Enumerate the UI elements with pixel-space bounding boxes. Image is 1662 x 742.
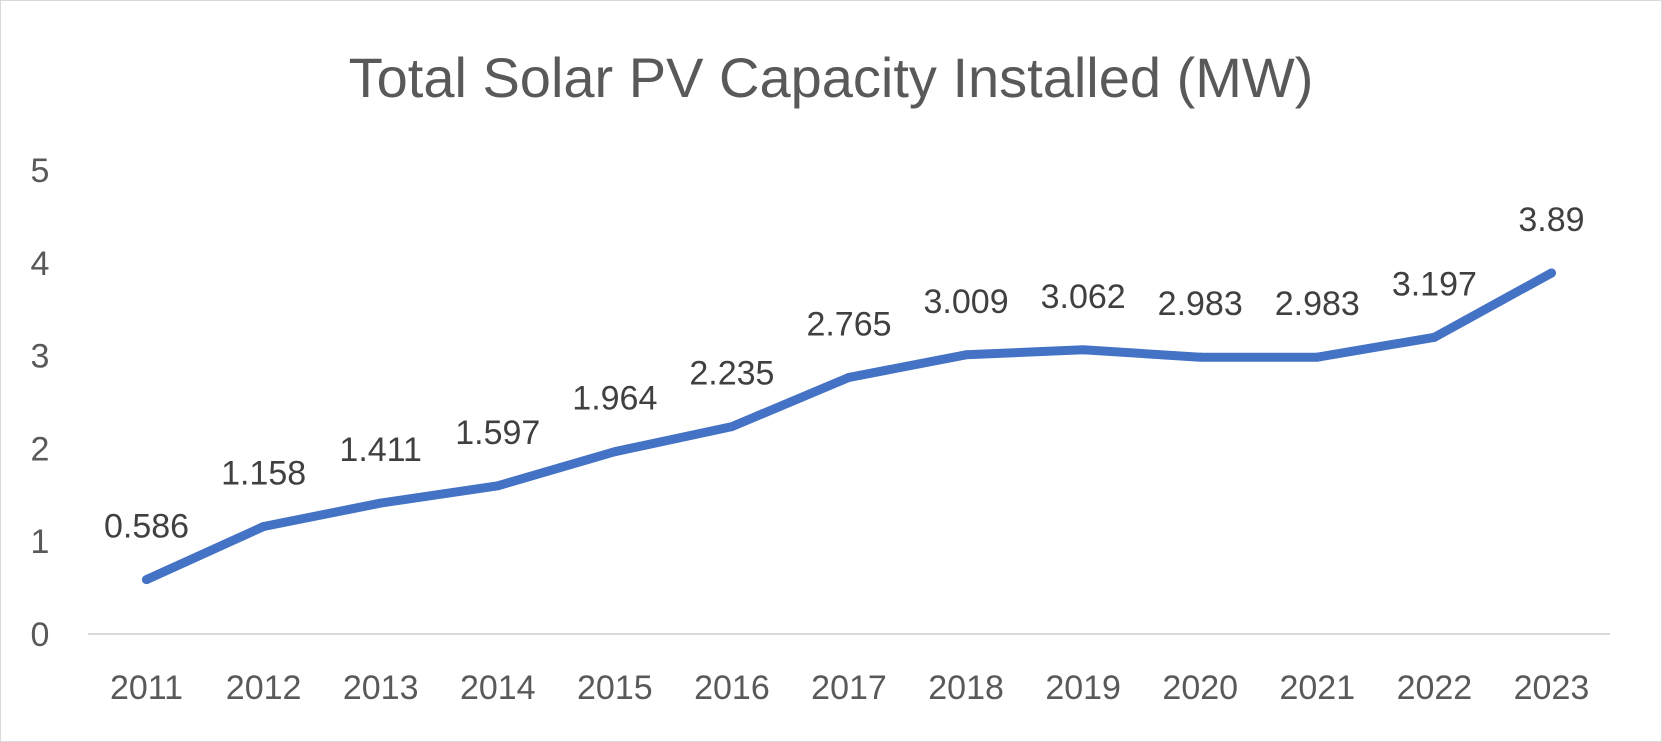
x-tick-label: 2020 bbox=[1162, 669, 1238, 707]
data-point bbox=[844, 372, 854, 382]
x-tick-label: 2016 bbox=[694, 669, 770, 707]
y-tick-label: 4 bbox=[31, 245, 50, 283]
data-point bbox=[493, 481, 503, 491]
data-point bbox=[1546, 268, 1556, 278]
data-label: 3.89 bbox=[1518, 201, 1584, 239]
y-tick-label: 3 bbox=[31, 338, 50, 376]
y-tick-label: 5 bbox=[31, 152, 50, 190]
data-label: 1.597 bbox=[455, 414, 540, 452]
data-label: 0.586 bbox=[104, 508, 189, 546]
data-label: 1.158 bbox=[221, 455, 306, 493]
x-tick-label: 2017 bbox=[811, 669, 887, 707]
x-tick-label: 2022 bbox=[1397, 669, 1473, 707]
data-label: 2.983 bbox=[1275, 285, 1360, 323]
y-axis: 0 1 2 3 4 5 bbox=[31, 152, 50, 654]
data-point bbox=[259, 522, 269, 532]
data-label: 2.983 bbox=[1158, 285, 1243, 323]
x-tick-label: 2011 bbox=[110, 669, 183, 707]
data-label: 3.197 bbox=[1392, 265, 1477, 303]
data-label: 3.009 bbox=[924, 283, 1009, 321]
x-tick-label: 2014 bbox=[460, 669, 536, 707]
chart-title: Total Solar PV Capacity Installed (MW) bbox=[349, 46, 1314, 109]
x-tick-label: 2013 bbox=[343, 669, 419, 707]
x-tick-label: 2015 bbox=[577, 669, 653, 707]
x-tick-label: 2023 bbox=[1514, 669, 1590, 707]
data-label: 1.411 bbox=[339, 431, 422, 469]
data-label: 3.062 bbox=[1041, 278, 1126, 316]
data-point bbox=[961, 350, 971, 360]
data-point bbox=[1312, 352, 1322, 362]
data-label: 1.964 bbox=[572, 380, 657, 418]
x-axis: 2011 2012 2013 2014 2015 2016 2017 2018 2019 2020… bbox=[110, 669, 1589, 707]
data-point bbox=[142, 575, 152, 585]
y-tick-label: 0 bbox=[31, 616, 50, 654]
y-tick-label: 1 bbox=[31, 523, 50, 561]
data-point bbox=[1195, 352, 1205, 362]
data-point bbox=[1429, 332, 1439, 342]
data-label: 2.765 bbox=[806, 305, 891, 343]
y-tick-label: 2 bbox=[31, 430, 50, 468]
data-point bbox=[610, 447, 620, 457]
data-labels: 0.586 1.158 1.411 1.597 1.964 2.235 2.765 3.009… bbox=[104, 201, 1585, 585]
x-tick-label: 2018 bbox=[928, 669, 1004, 707]
x-tick-label: 2012 bbox=[226, 669, 302, 707]
x-tick-label: 2019 bbox=[1045, 669, 1121, 707]
data-point bbox=[727, 422, 737, 432]
data-point bbox=[1078, 345, 1088, 355]
data-point bbox=[376, 498, 386, 508]
x-tick-label: 2021 bbox=[1279, 669, 1355, 707]
data-label: 2.235 bbox=[689, 355, 774, 393]
